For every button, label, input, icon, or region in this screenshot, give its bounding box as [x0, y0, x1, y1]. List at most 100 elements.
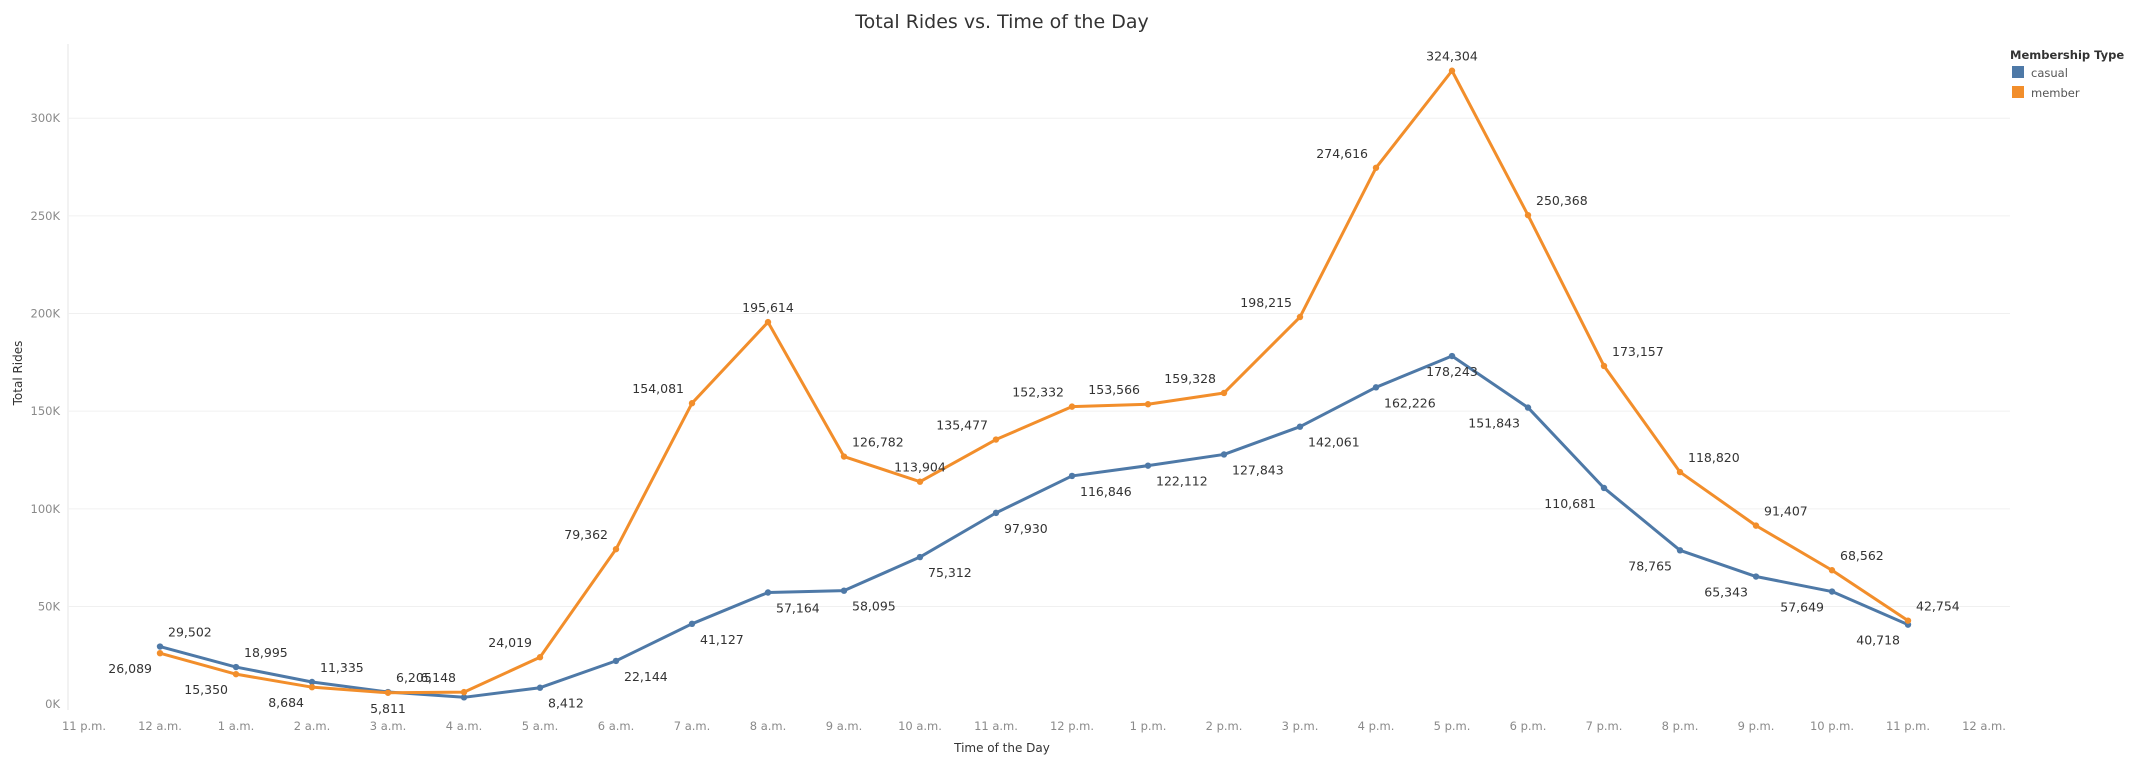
- data-point-member: [1296, 313, 1304, 321]
- data-point-casual: [308, 678, 316, 686]
- data-point-casual: [1068, 472, 1076, 480]
- data-point-casual: [1372, 384, 1380, 391]
- x-tick-label: 8 p.m.: [1662, 719, 1699, 733]
- data-label-casual: 11,335: [320, 660, 364, 675]
- data-point-member: [536, 654, 544, 661]
- y-tick-label: 100K: [31, 502, 61, 516]
- data-label-casual: 78,765: [1628, 558, 1672, 573]
- data-label-casual: 127,843: [1232, 462, 1284, 477]
- data-label-member: 79,362: [564, 527, 608, 542]
- data-label-member: 6,148: [420, 670, 456, 685]
- x-tick-label: 10 a.m.: [898, 719, 942, 733]
- data-label-casual: 142,061: [1308, 435, 1360, 450]
- y-axis-ticks: 0K 50K 100K 150K 200K 250K 300K: [31, 111, 61, 711]
- data-point-member: [1600, 362, 1608, 370]
- data-point-member: [460, 688, 468, 696]
- data-point-member: [1144, 401, 1152, 408]
- data-point-casual: [764, 589, 772, 596]
- data-label-member: 68,562: [1840, 548, 1884, 563]
- data-point-member: [840, 453, 848, 460]
- data-label-member: 118,820: [1688, 450, 1740, 465]
- x-tick-label: 9 p.m.: [1738, 719, 1775, 733]
- data-point-member: [688, 400, 696, 407]
- data-label-member: 274,616: [1316, 146, 1368, 161]
- data-label-member: 159,328: [1164, 371, 1216, 386]
- data-point-casual: [1752, 573, 1760, 580]
- x-tick-label: 11 p.m.: [1886, 719, 1930, 733]
- data-label-member: 8,684: [268, 695, 304, 710]
- data-label-member: 26,089: [108, 661, 152, 676]
- chart-title: Total Rides vs. Time of the Day: [854, 11, 1148, 33]
- x-tick-label: 7 p.m.: [1586, 719, 1623, 733]
- data-label-member: 152,332: [1012, 385, 1064, 400]
- data-point-casual: [156, 643, 164, 650]
- x-tick-label: 12 a.m.: [1962, 719, 2006, 733]
- data-label-member: 5,811: [370, 701, 406, 716]
- data-point-casual: [1448, 352, 1456, 360]
- x-tick-label: 8 a.m.: [750, 719, 787, 733]
- y-tick-label: 150K: [31, 404, 61, 418]
- data-label-casual: 22,144: [624, 669, 668, 684]
- data-point-member: [156, 649, 164, 657]
- data-point-casual: [612, 657, 620, 665]
- y-tick-label: 0K: [45, 697, 60, 711]
- data-label-casual: 18,995: [244, 645, 288, 660]
- data-label-casual: 6,205: [396, 670, 432, 685]
- x-tick-label: 4 a.m.: [446, 719, 483, 733]
- data-point-member: [1372, 164, 1380, 171]
- data-point-casual: [460, 694, 468, 701]
- data-label-casual: 65,343: [1704, 585, 1748, 600]
- data-point-member: [1524, 211, 1532, 219]
- data-label-member: 198,215: [1240, 295, 1292, 310]
- data-label-member: 250,368: [1536, 193, 1588, 208]
- data-label-casual: 151,843: [1468, 416, 1520, 431]
- x-tick-label: 5 p.m.: [1434, 719, 1471, 733]
- data-label-casual: 110,681: [1544, 496, 1596, 511]
- x-tick-label: 11 a.m.: [974, 719, 1018, 733]
- data-label-member: 126,782: [852, 435, 904, 450]
- data-label-member: 135,477: [936, 418, 988, 433]
- data-point-casual: [1144, 462, 1152, 469]
- legend-swatch-member: [2012, 86, 2024, 98]
- x-tick-label: 1 a.m.: [218, 719, 255, 733]
- data-point-casual: [1676, 547, 1684, 554]
- x-tick-label: 3 p.m.: [1282, 719, 1319, 733]
- series-line-casual: [159, 354, 1909, 699]
- data-point-casual: [916, 553, 924, 561]
- data-point-member: [1904, 617, 1912, 624]
- legend-label-member: member: [2031, 86, 2080, 100]
- x-tick-label: 12 a.m.: [138, 719, 182, 733]
- data-label-member: 91,407: [1764, 504, 1808, 519]
- data-label-member: 195,614: [742, 300, 794, 315]
- legend-swatch-casual: [2012, 66, 2024, 78]
- data-point-casual: [1600, 484, 1608, 492]
- data-point-casual: [232, 663, 240, 671]
- data-label-casual: 57,164: [776, 600, 820, 615]
- legend-label-casual: casual: [2031, 66, 2068, 80]
- data-label-casual: 41,127: [700, 632, 744, 647]
- x-tick-label: 7 a.m.: [674, 719, 711, 733]
- data-label-casual: 40,718: [1856, 633, 1900, 648]
- y-tick-label: 300K: [31, 111, 61, 125]
- data-point-casual: [992, 509, 1000, 517]
- data-point-member: [916, 478, 924, 485]
- data-label-member: 113,904: [894, 460, 946, 475]
- data-label-casual: 122,112: [1156, 474, 1208, 489]
- data-point-casual: [1296, 423, 1304, 430]
- data-point-member: [1068, 403, 1076, 410]
- x-axis-ticks: 11 p.m. 12 a.m. 1 a.m. 2 a.m. 3 a.m. 4 a.m. 5 …: [62, 719, 2006, 733]
- data-label-casual: 58,095: [852, 599, 896, 614]
- data-point-casual: [840, 587, 848, 594]
- data-label-member: 42,754: [1916, 599, 1960, 614]
- x-tick-label: 2 p.m.: [1206, 719, 1243, 733]
- data-label-casual: 178,243: [1426, 364, 1478, 379]
- x-tick-label: 2 a.m.: [294, 719, 331, 733]
- x-axis-title: Time of the Day: [953, 741, 1050, 755]
- y-tick-label: 250K: [31, 209, 61, 223]
- x-tick-label: 5 a.m.: [522, 719, 559, 733]
- data-point-member: [384, 689, 392, 696]
- x-tick-label: 9 a.m.: [826, 719, 863, 733]
- x-tick-label: 12 p.m.: [1050, 719, 1094, 733]
- data-label-member: 154,081: [632, 381, 684, 396]
